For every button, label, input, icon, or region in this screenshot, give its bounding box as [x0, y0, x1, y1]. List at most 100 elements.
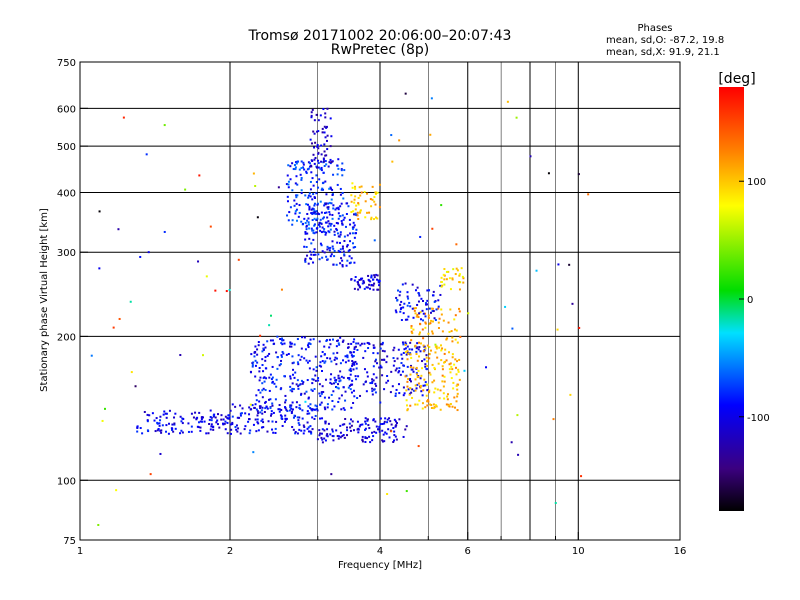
data-point: [364, 441, 367, 444]
data-point: [404, 351, 407, 354]
data-point: [192, 416, 195, 419]
data-point: [294, 166, 297, 169]
data-point: [282, 339, 285, 342]
data-point: [117, 228, 120, 231]
data-point: [306, 361, 309, 364]
data-point: [353, 348, 356, 351]
data-point: [319, 432, 322, 435]
data-point: [221, 422, 224, 425]
data-point: [424, 365, 427, 368]
data-point: [334, 385, 337, 388]
data-point: [409, 380, 412, 383]
data-point: [320, 432, 323, 435]
data-point: [303, 168, 306, 171]
data-point: [315, 231, 318, 234]
data-point: [324, 154, 327, 157]
data-point: [504, 305, 507, 308]
data-point: [305, 224, 308, 227]
data-point: [388, 436, 391, 439]
data-point: [312, 229, 315, 232]
data-point: [222, 418, 225, 421]
data-point: [348, 218, 351, 221]
data-point: [395, 388, 398, 391]
data-point: [398, 367, 401, 370]
data-point: [310, 116, 313, 119]
data-point: [333, 255, 336, 258]
data-point: [357, 431, 360, 434]
data-point: [266, 407, 269, 410]
data-point: [311, 409, 314, 412]
data-point: [416, 403, 419, 406]
data-point: [143, 410, 146, 413]
data-point: [339, 336, 342, 339]
data-point: [299, 173, 302, 176]
data-point: [485, 366, 488, 369]
data-point: [328, 338, 331, 341]
data-point: [366, 419, 369, 422]
data-point: [284, 418, 287, 421]
data-point: [314, 379, 317, 382]
data-point: [311, 378, 314, 381]
data-point: [317, 202, 320, 205]
data-point: [300, 160, 303, 163]
data-point: [381, 440, 384, 443]
data-point: [341, 222, 344, 225]
data-point: [446, 398, 449, 401]
data-point: [261, 418, 264, 421]
data-point: [315, 219, 318, 222]
data-point: [408, 301, 411, 304]
data-point: [359, 210, 362, 213]
data-point: [304, 400, 307, 403]
data-point: [435, 405, 438, 408]
data-point: [313, 388, 316, 391]
data-point: [339, 205, 342, 208]
data-point: [316, 166, 319, 169]
data-point: [329, 224, 332, 227]
data-point: [440, 276, 443, 279]
data-point: [248, 418, 251, 421]
data-point: [443, 380, 446, 383]
data-point: [257, 429, 260, 432]
data-point: [452, 268, 455, 271]
data-point: [453, 396, 456, 399]
data-point: [395, 367, 398, 370]
data-point: [422, 299, 425, 302]
data-point: [309, 343, 312, 346]
data-point: [289, 178, 292, 181]
data-point: [163, 230, 166, 233]
data-point: [410, 339, 413, 342]
data-point: [449, 402, 452, 405]
data-point: [308, 367, 311, 370]
data-point: [357, 342, 360, 345]
data-point: [300, 178, 303, 181]
data-point: [331, 430, 334, 433]
data-point: [350, 424, 353, 427]
data-point: [257, 422, 260, 425]
data-point: [354, 213, 357, 216]
data-point: [420, 342, 423, 345]
data-point: [278, 404, 281, 407]
data-point: [392, 440, 395, 443]
data-point: [215, 421, 218, 424]
data-point: [357, 288, 360, 291]
data-point: [336, 386, 339, 389]
data-point: [351, 186, 354, 189]
data-point: [281, 337, 284, 340]
data-point: [136, 426, 139, 429]
data-point: [361, 423, 364, 426]
data-point: [371, 382, 374, 385]
data-point: [269, 414, 272, 417]
data-point: [393, 346, 396, 349]
data-point: [404, 347, 407, 350]
data-point: [349, 388, 352, 391]
data-point: [316, 130, 319, 133]
data-point: [367, 274, 370, 277]
data-point: [304, 348, 307, 351]
data-point: [320, 401, 323, 404]
data-point: [158, 424, 161, 427]
data-point: [312, 338, 315, 341]
data-point: [318, 178, 321, 181]
data-point: [342, 218, 345, 221]
data-point: [364, 422, 367, 425]
data-point: [451, 368, 454, 371]
